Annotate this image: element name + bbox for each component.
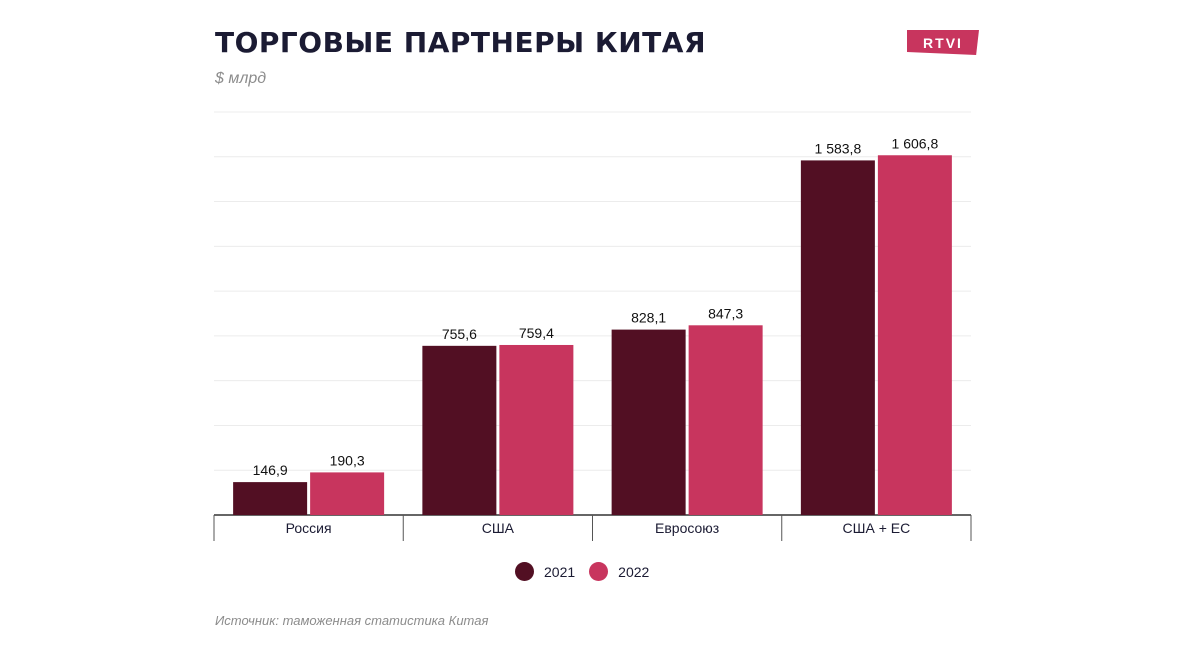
- chart-subtitle: $ млрд: [215, 70, 267, 87]
- rtvi-logo: RTVI: [907, 30, 979, 55]
- bar-2022: [499, 344, 574, 515]
- bar-2022: [688, 325, 763, 515]
- legend-label-2022: 2022: [618, 563, 650, 580]
- source-note: Источник: таможенная статистика Китая: [215, 613, 489, 628]
- legend-item-2022: 2022: [589, 562, 649, 581]
- chart-title: ТОРГОВЫЕ ПАРТНЕРЫ КИТАЯ: [215, 26, 707, 59]
- x-tick-label: США: [482, 520, 515, 536]
- legend-swatch-2021: [515, 562, 534, 581]
- data-label-2021: 146,9: [253, 462, 288, 478]
- x-tick-label: США + ЕС: [843, 520, 911, 536]
- legend-item-2021: 2021: [515, 562, 575, 581]
- logo-text: RTVI: [923, 34, 963, 51]
- data-label-2021: 1 583,8: [815, 140, 862, 156]
- x-tick-label: Россия: [286, 520, 332, 536]
- legend-swatch-2022: [589, 562, 609, 581]
- data-label-2022: 847,3: [708, 305, 743, 321]
- data-label-2021: 755,6: [442, 326, 477, 342]
- data-label-2022: 190,3: [330, 452, 365, 468]
- data-label-2022: 1 606,8: [892, 135, 939, 151]
- bar-2022: [310, 472, 385, 515]
- data-label-2021: 828,1: [631, 310, 666, 326]
- legend: 2021 2022: [515, 562, 663, 581]
- legend-label-2021: 2021: [544, 563, 576, 580]
- data-label-2022: 759,4: [519, 325, 554, 341]
- bar-2021: [233, 482, 308, 515]
- x-tick-label: Евросоюз: [655, 520, 719, 536]
- bar-2022: [877, 155, 952, 515]
- bar-2021: [422, 345, 497, 515]
- bar-2021: [611, 329, 686, 515]
- bar-2021: [800, 160, 875, 515]
